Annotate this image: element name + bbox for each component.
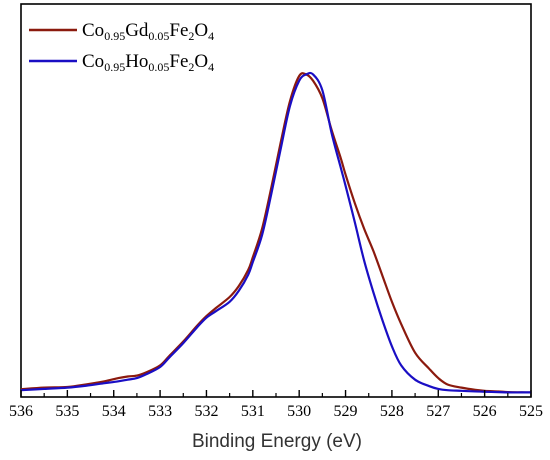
- x-axis-title: Binding Energy (eV): [192, 431, 362, 452]
- legend-label-1: Co0.95Gd0.05Fe2O4: [82, 20, 214, 43]
- x-tick-label: 528: [380, 403, 404, 420]
- x-tick-label: 531: [241, 403, 265, 420]
- x-tick-label: 532: [194, 403, 218, 420]
- legend-label-2: Co0.95Ho0.05Fe2O4: [82, 51, 214, 74]
- x-axis-ticks: 536 535 534 533 532 531 530 529 528 527 526 525: [9, 390, 543, 420]
- x-tick-label: 535: [55, 403, 79, 420]
- x-tick-label: 533: [148, 403, 172, 420]
- x-tick-label: 529: [334, 403, 358, 420]
- x-tick-label: 534: [102, 403, 126, 420]
- series-layer: [20, 71, 532, 394]
- x-tick-label: 525: [519, 403, 543, 420]
- series-line-1: [20, 72, 532, 394]
- series-line-2: [20, 71, 531, 394]
- x-tick-label: 530: [287, 403, 311, 420]
- legend: Co0.95Gd0.05Fe2O4 Co0.95Ho0.05Fe2O4: [29, 20, 214, 74]
- x-tick-label: 527: [426, 403, 450, 420]
- x-tick-label: 536: [9, 403, 33, 420]
- x-tick-label: 526: [473, 403, 497, 420]
